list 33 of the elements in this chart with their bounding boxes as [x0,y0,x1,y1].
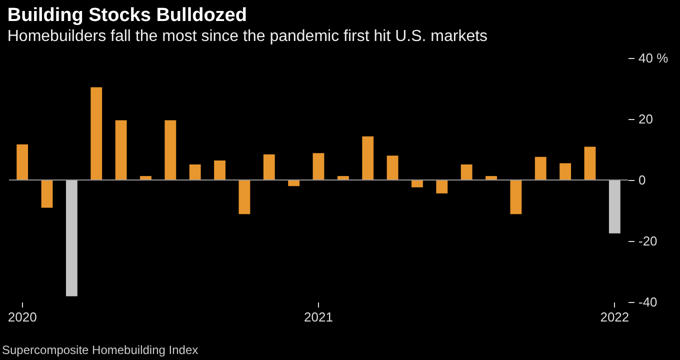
y-tick-label: 20 [638,112,653,126]
bar [41,180,53,208]
x-tick-label: 2022 [600,310,630,324]
y-tick-label: 0 [638,172,646,188]
bar [412,180,423,188]
bar [90,87,102,180]
bar [386,156,398,180]
chart-title: Building Stocks Bulldozed [7,5,247,26]
bar [263,154,275,180]
y-tick-label: -40 [638,294,658,310]
bar [534,156,546,180]
bar [460,164,472,180]
bar [362,136,374,180]
bar [238,180,250,214]
x-tick-label: 2021 [304,310,333,324]
text: Supercomposite Homebuilding Index [2,343,198,357]
y-tick-label: -20 [638,234,658,248]
x-tick-label: 2020 [8,310,37,324]
bar [584,146,596,180]
chart-subtitle: Homebuilders fall the most since the pandemic first hit U.S. markets [7,28,488,45]
bar [312,153,324,180]
bar [608,180,620,234]
bar [66,180,78,296]
bar [288,180,300,186]
bar [16,144,28,180]
bar [189,164,201,180]
bar [510,180,522,214]
bar [115,120,127,180]
bar [214,160,226,180]
bar [560,163,572,180]
y-tick-label: 40 % [638,50,669,66]
bar [164,120,176,180]
bar [436,180,448,194]
